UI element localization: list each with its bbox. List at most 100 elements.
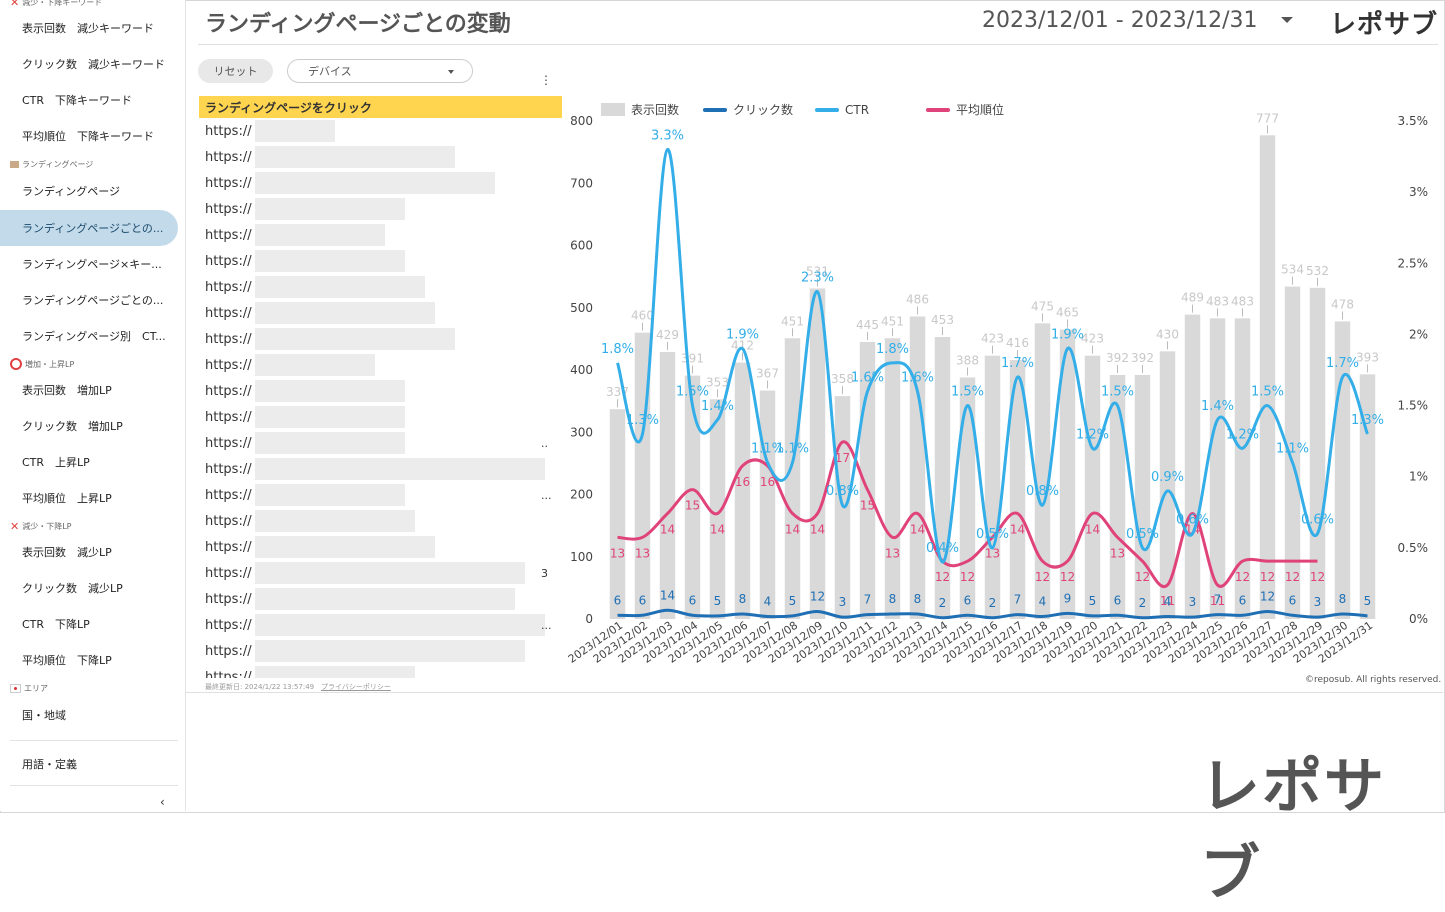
y2-axis-tick-label: 1%	[1409, 470, 1428, 484]
sidebar-item-impressions-decrease-lp[interactable]: 表示回数 減少LP	[22, 546, 112, 559]
table-row[interactable]: https://	[199, 118, 554, 144]
bar	[909, 316, 926, 619]
brand-logo: レポサブ	[1330, 10, 1439, 40]
bar-value-label: 483	[1206, 294, 1229, 308]
y-axis-tick-label: 300	[570, 425, 593, 439]
sidebar-item-clicks-increase-lp[interactable]: クリック数 増加LP	[22, 420, 123, 433]
sidebar-item-position-decrease-lp[interactable]: 平均順位 下降LP	[22, 654, 112, 667]
ctr-value-label: 3.3%	[651, 128, 684, 143]
date-range-picker[interactable]: 2023/12/01 - 2023/12/31	[982, 8, 1258, 33]
bar	[1159, 351, 1176, 619]
position-value-label: 12	[1235, 570, 1250, 584]
bar	[1284, 286, 1301, 619]
privacy-policy-link[interactable]: プライバシーポリシー	[321, 683, 391, 691]
legend-swatch	[601, 103, 625, 116]
table-row[interactable]: https://	[199, 300, 554, 326]
sidebar-item-impressions-decrease-kw[interactable]: 表示回数 減少キーワード	[22, 22, 154, 35]
ctr-value-label: 1.9%	[1051, 328, 1084, 343]
bar	[734, 362, 751, 619]
position-value-label: 15	[685, 499, 700, 513]
ctr-value-label: 1.8%	[876, 342, 909, 357]
table-row[interactable]: https://	[199, 248, 554, 274]
sidebar-section-landing-page: ランディングページ	[10, 159, 93, 170]
position-value-label: 11	[1160, 594, 1175, 608]
sidebar-item-impressions-increase-lp[interactable]: 表示回数 増加LP	[22, 384, 112, 397]
sidebar-item-position-increase-lp[interactable]: 平均順位 上昇LP	[22, 492, 112, 505]
more-options-icon[interactable]: ⋮	[540, 73, 552, 87]
bar	[809, 288, 826, 619]
landing-page-url: https://	[205, 331, 252, 347]
table-row[interactable]: https://	[199, 196, 554, 222]
redacted-url-block	[255, 172, 495, 194]
ctr-value-label: 1.7%	[1001, 356, 1034, 371]
landing-page-url: https://	[205, 591, 252, 607]
landing-page-url: https://	[205, 305, 252, 321]
ctr-value-label: 1.2%	[1226, 427, 1259, 442]
table-row[interactable]: https://...	[199, 482, 554, 508]
collapse-sidebar-icon[interactable]: ‹	[160, 795, 165, 809]
landing-page-url: https://	[205, 357, 252, 373]
landing-page-url: https://	[205, 409, 252, 425]
position-value-label: 14	[1010, 523, 1025, 537]
caret-down-icon	[448, 70, 454, 74]
redacted-url-block	[255, 328, 455, 350]
x-icon: ✕	[10, 0, 20, 9]
sidebar-item-landing-page[interactable]: ランディングページ	[22, 185, 121, 198]
ctr-value-label: 1.3%	[626, 413, 659, 428]
landing-page-list: https://https://https://https://https://…	[199, 118, 554, 678]
device-filter-dropdown[interactable]: デバイス	[287, 59, 473, 83]
table-row[interactable]: https://	[199, 326, 554, 352]
clicks-value-label: 7	[1214, 593, 1222, 607]
table-row[interactable]: https://..	[199, 430, 554, 456]
sidebar-item-lp-change-2[interactable]: ランディングページごとの...	[22, 294, 164, 307]
bar-value-label: 534	[1281, 263, 1304, 277]
table-row[interactable]: https://	[199, 664, 554, 678]
sidebar-item-ctr-increase-lp[interactable]: CTR 上昇LP	[22, 456, 90, 469]
table-row[interactable]: https://	[199, 144, 554, 170]
table-row[interactable]: https://	[199, 534, 554, 560]
redacted-url-block	[255, 588, 515, 610]
position-value-label: 12	[1285, 570, 1300, 584]
legend-label: 平均順位	[956, 102, 1004, 117]
clicks-value-label: 6	[964, 593, 972, 607]
table-row[interactable]: https://	[199, 404, 554, 430]
table-header[interactable]: ランディングページをクリック	[199, 96, 562, 118]
clicks-value-label: 2	[989, 596, 997, 610]
table-row[interactable]: https://	[199, 352, 554, 378]
bar	[1209, 318, 1226, 619]
bar	[1359, 374, 1376, 619]
bar-value-label: 392	[1131, 351, 1154, 365]
redacted-url-block	[255, 224, 385, 246]
sidebar-item-ctr-decrease-kw[interactable]: CTR 下降キーワード	[22, 94, 133, 107]
sidebar-item-lp-ctr[interactable]: ランディングページ別 CT...	[22, 330, 166, 343]
sidebar-item-country-region[interactable]: 国・地域	[22, 709, 66, 722]
table-row[interactable]: https://	[199, 378, 554, 404]
position-value-label: 14	[910, 523, 925, 537]
table-row[interactable]: https://	[199, 274, 554, 300]
sidebar-item-lp-keyword[interactable]: ランディングページ×キー...	[22, 258, 162, 271]
table-row[interactable]: https://	[199, 456, 554, 482]
table-row[interactable]: https://...	[199, 612, 554, 638]
table-row[interactable]: https://	[199, 508, 554, 534]
reset-button[interactable]: リセット	[198, 59, 273, 83]
table-row[interactable]: https:// 3	[199, 560, 554, 586]
table-row[interactable]: https://	[199, 222, 554, 248]
sidebar-section-increase-lp: 増加・上昇LP	[10, 358, 74, 370]
y2-axis-tick-label: 0.5%	[1398, 541, 1429, 555]
chevron-down-icon[interactable]	[1281, 17, 1293, 23]
sidebar-item-glossary[interactable]: 用語・定義	[22, 758, 77, 771]
bar-value-label: 451	[881, 314, 904, 328]
table-row[interactable]: https://	[199, 586, 554, 612]
sidebar-item-lp-change-active[interactable]: ランディングページごとの...	[0, 210, 178, 246]
landing-page-url: https://	[205, 461, 252, 477]
sidebar-item-clicks-decrease-kw[interactable]: クリック数 減少キーワード	[22, 58, 165, 71]
redacted-url-block	[255, 536, 435, 558]
bar	[1034, 323, 1051, 619]
table-row[interactable]: https://	[199, 170, 554, 196]
sidebar-item-position-decrease-kw[interactable]: 平均順位 下降キーワード	[22, 130, 154, 143]
clicks-value-label: 3	[1314, 595, 1322, 609]
redacted-url-block	[255, 510, 415, 532]
sidebar-item-ctr-decrease-lp[interactable]: CTR 下降LP	[22, 618, 90, 631]
sidebar-item-clicks-decrease-lp[interactable]: クリック数 減少LP	[22, 582, 123, 595]
table-row[interactable]: https://	[199, 638, 554, 664]
